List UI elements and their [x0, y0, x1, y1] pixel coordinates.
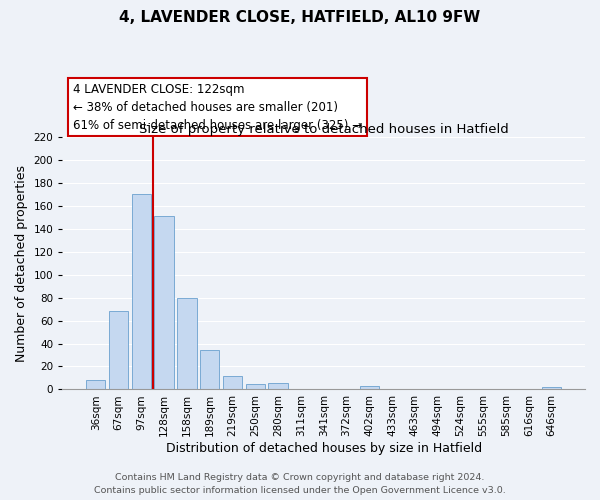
Bar: [200, 350, 220, 390]
Bar: [245, 384, 265, 390]
Bar: [154, 216, 174, 390]
X-axis label: Distribution of detached houses by size in Hatfield: Distribution of detached houses by size …: [166, 442, 482, 455]
Bar: [177, 298, 197, 390]
Y-axis label: Number of detached properties: Number of detached properties: [15, 164, 28, 362]
Bar: [268, 382, 288, 390]
Bar: [86, 380, 106, 390]
Text: Contains HM Land Registry data © Crown copyright and database right 2024.
Contai: Contains HM Land Registry data © Crown c…: [94, 474, 506, 495]
Bar: [223, 376, 242, 390]
Bar: [359, 386, 379, 390]
Bar: [109, 312, 128, 390]
Text: 4 LAVENDER CLOSE: 122sqm
← 38% of detached houses are smaller (201)
61% of semi-: 4 LAVENDER CLOSE: 122sqm ← 38% of detach…: [73, 82, 362, 132]
Text: 4, LAVENDER CLOSE, HATFIELD, AL10 9FW: 4, LAVENDER CLOSE, HATFIELD, AL10 9FW: [119, 10, 481, 25]
Bar: [131, 194, 151, 390]
Title: Size of property relative to detached houses in Hatfield: Size of property relative to detached ho…: [139, 122, 509, 136]
Bar: [542, 387, 561, 390]
